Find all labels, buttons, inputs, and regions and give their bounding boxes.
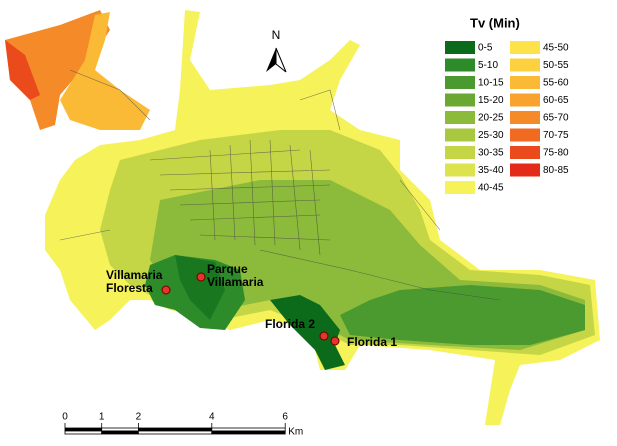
place-marker (330, 336, 340, 346)
place-label: Villamaria (106, 268, 163, 282)
legend-swatch (445, 76, 475, 89)
street-network (59, 69, 501, 301)
legend-swatch (445, 93, 475, 107)
legend-title: Tv (Min) (470, 15, 520, 30)
legend-label: 45-50 (543, 43, 569, 54)
legend-swatch (510, 111, 540, 124)
legend-swatch (445, 128, 475, 142)
place-marker (161, 285, 171, 295)
legend-swatch (445, 111, 475, 124)
scale-segment (101, 430, 139, 435)
legend-swatch (445, 146, 475, 159)
legend-label: 60-65 (543, 95, 569, 106)
legend-label: 35-40 (478, 165, 504, 176)
places: VillamariaFlorestaParqueVillamariaFlorid… (106, 262, 397, 349)
scale-segment (211, 430, 286, 435)
legend-label: 10-15 (478, 78, 504, 89)
legend-label: 40-45 (478, 183, 504, 194)
legend-swatch (510, 146, 540, 159)
legend-swatch (510, 93, 540, 107)
legend-label: 55-60 (543, 78, 569, 89)
scale-segment (211, 427, 286, 432)
legend-swatch (510, 58, 540, 72)
legend-swatch (510, 163, 540, 177)
scale-segment (64, 427, 103, 432)
scale-tick-label: 4 (209, 412, 215, 423)
legend-label: 0-5 (478, 43, 493, 54)
north-label: N (272, 28, 281, 42)
legend-label: 80-85 (543, 165, 569, 176)
legend-label: 30-35 (478, 148, 504, 159)
legend-label: 70-75 (543, 130, 569, 141)
scale-tick-label: 0 (62, 412, 68, 423)
scale-segment (101, 427, 139, 432)
legend-swatch (510, 76, 540, 89)
legend-swatch (510, 41, 540, 54)
legend-swatch (445, 163, 475, 177)
scale-segment (64, 430, 103, 435)
scale-unit: Km (288, 427, 303, 438)
place-label: Villamaria (207, 275, 264, 289)
scale-tick-label: 1 (99, 412, 105, 423)
place-label: Florida 1 (347, 335, 397, 349)
legend-swatch (510, 128, 540, 142)
legend-label: 75-80 (543, 148, 569, 159)
legend-label: 65-70 (543, 113, 569, 124)
scale-bar: 0 1 2 4 6Km (62, 412, 303, 438)
north-arrow: N (266, 28, 287, 73)
scale-segment (137, 430, 213, 435)
legend-label: 15-20 (478, 95, 504, 106)
place-marker (319, 331, 329, 341)
scale-tick-label: 2 (136, 412, 142, 423)
legend-label: 50-55 (543, 60, 569, 71)
place-label: Parque (207, 262, 248, 276)
legend: Tv (Min) 0-5 5-10 10-15 15-20 20-25 25-30 30-35… (445, 15, 569, 194)
terrain (5, 10, 600, 425)
place-label: Floresta (106, 281, 153, 295)
legend-swatch (445, 58, 475, 72)
legend-swatch (445, 41, 475, 54)
scale-segment (137, 427, 213, 432)
place-label: Florida 2 (265, 317, 315, 331)
scale-tick-label: 6 (282, 412, 288, 423)
legend-label: 25-30 (478, 130, 504, 141)
legend-label: 20-25 (478, 113, 504, 124)
legend-label: 5-10 (478, 60, 498, 71)
legend-swatch (445, 181, 475, 194)
place-marker (196, 272, 206, 282)
